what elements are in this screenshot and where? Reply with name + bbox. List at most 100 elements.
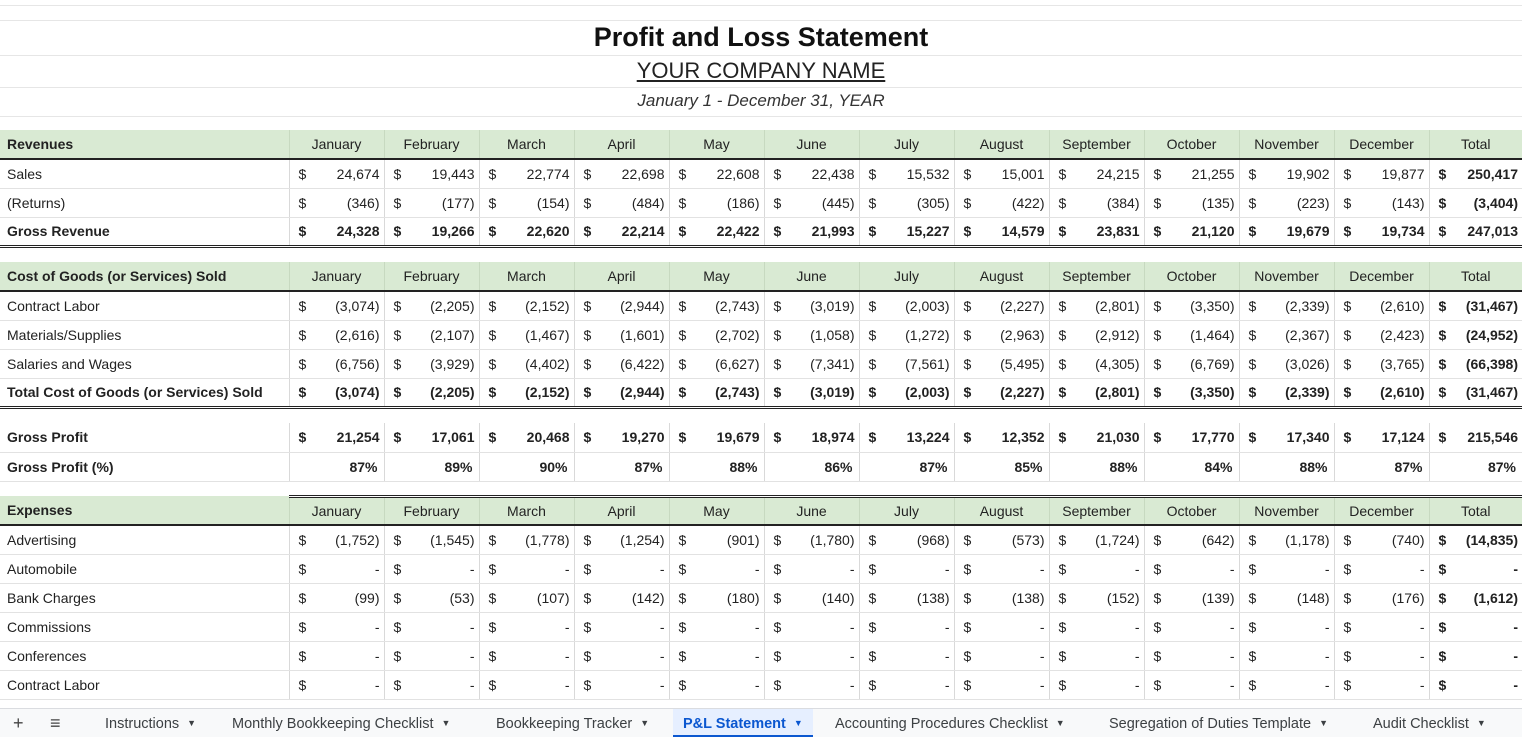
value-cell[interactable]: $13,224 (858, 423, 954, 453)
value-cell[interactable]: $17,061 (383, 423, 479, 453)
value-cell[interactable]: $ (1,464) (1143, 320, 1239, 350)
value-cell[interactable]: $ (445) (763, 188, 859, 218)
value-cell[interactable]: $ (2,801) (1048, 291, 1144, 321)
row-label[interactable]: (Returns) (0, 188, 289, 218)
value-cell[interactable]: $ (7,561) (858, 349, 954, 379)
sheet-tab[interactable]: Segregation of Duties Template ▼ (1099, 709, 1338, 737)
value-cell[interactable]: $ (2,801) (1048, 378, 1144, 409)
value-cell[interactable]: $ (2,367) (1238, 320, 1334, 350)
value-cell[interactable]: $ - (1333, 612, 1429, 642)
value-cell[interactable]: $ (139) (1143, 583, 1239, 613)
column-header[interactable]: July (858, 262, 954, 292)
value-cell[interactable]: $ (1,254) (573, 525, 669, 555)
value-cell[interactable]: $ (3,019) (763, 291, 859, 321)
value-cell[interactable]: $ (3,074) (288, 378, 384, 409)
percent-cell[interactable]: 88% (668, 452, 764, 482)
value-cell[interactable]: $19,679 (668, 423, 764, 453)
value-cell[interactable]: $ (177) (383, 188, 479, 218)
value-cell[interactable]: $ (2,152) (478, 378, 574, 409)
value-cell[interactable]: $ - (383, 554, 479, 584)
value-cell[interactable]: $ (2,610) (1333, 378, 1429, 409)
value-cell[interactable]: $ - (1333, 641, 1429, 671)
row-label[interactable]: Contract Labor (0, 291, 289, 321)
value-cell[interactable]: $ (53) (383, 583, 479, 613)
column-header[interactable]: November (1238, 262, 1334, 292)
value-cell[interactable]: $ (968) (858, 525, 954, 555)
value-cell[interactable]: $ (2,610) (1333, 291, 1429, 321)
value-cell[interactable]: $ - (668, 670, 764, 700)
value-cell[interactable]: $ (154) (478, 188, 574, 218)
value-cell[interactable]: $ (1,612) (1428, 583, 1522, 613)
column-header[interactable]: December (1333, 496, 1429, 526)
percent-cell[interactable]: 87% (858, 452, 954, 482)
value-cell[interactable]: $ - (1428, 612, 1522, 642)
column-header[interactable]: September (1048, 262, 1144, 292)
value-cell[interactable]: $ (135) (1143, 188, 1239, 218)
column-header[interactable]: June (763, 262, 859, 292)
value-cell[interactable]: $215,546 (1428, 423, 1522, 453)
value-cell[interactable]: $ (4,305) (1048, 349, 1144, 379)
value-cell[interactable]: $ (2,205) (383, 378, 479, 409)
value-cell[interactable]: $21,120 (1143, 217, 1239, 248)
column-header[interactable]: September (1048, 496, 1144, 526)
value-cell[interactable]: $ (6,422) (573, 349, 669, 379)
chevron-down-icon[interactable]: ▼ (640, 718, 650, 728)
value-cell[interactable]: $ - (573, 612, 669, 642)
value-cell[interactable]: $ (2,205) (383, 291, 479, 321)
value-cell[interactable]: $247,013 (1428, 217, 1522, 248)
column-header[interactable]: Total (1428, 130, 1522, 160)
spreadsheet-grid[interactable]: Profit and Loss Statement YOUR COMPANY N… (0, 0, 1522, 708)
column-header[interactable]: July (858, 496, 954, 526)
percent-cell[interactable]: 88% (1048, 452, 1144, 482)
value-cell[interactable]: $ (31,467) (1428, 378, 1522, 409)
chevron-down-icon[interactable]: ▼ (441, 718, 451, 728)
value-cell[interactable]: $ (642) (1143, 525, 1239, 555)
value-cell[interactable]: $ - (953, 670, 1049, 700)
value-cell[interactable]: $ - (858, 612, 954, 642)
column-header[interactable]: July (858, 130, 954, 160)
sheet-tab[interactable]: Bookkeeping Tracker ▼ (486, 709, 659, 737)
value-cell[interactable]: $ - (1048, 612, 1144, 642)
value-cell[interactable]: $ (138) (858, 583, 954, 613)
value-cell[interactable]: $24,674 (288, 159, 384, 189)
column-header[interactable]: February (383, 262, 479, 292)
value-cell[interactable]: $ (1,778) (478, 525, 574, 555)
value-cell[interactable]: $ (5,495) (953, 349, 1049, 379)
value-cell[interactable]: $ (143) (1333, 188, 1429, 218)
value-cell[interactable]: $ - (288, 670, 384, 700)
sheet-tab[interactable]: Instructions ▼ (95, 709, 206, 737)
value-cell[interactable]: $ (2,963) (953, 320, 1049, 350)
value-cell[interactable]: $ - (573, 641, 669, 671)
percent-cell[interactable]: 90% (478, 452, 574, 482)
value-cell[interactable]: $ - (478, 612, 574, 642)
value-cell[interactable]: $19,266 (383, 217, 479, 248)
percent-cell[interactable]: 87% (1333, 452, 1429, 482)
value-cell[interactable]: $24,328 (288, 217, 384, 248)
value-cell[interactable]: $ - (858, 670, 954, 700)
value-cell[interactable]: $ - (668, 554, 764, 584)
value-cell[interactable]: $ (2,339) (1238, 378, 1334, 409)
value-cell[interactable]: $ - (1333, 554, 1429, 584)
sheet-tab[interactable]: Accounting Procedures Checklist ▼ (825, 709, 1075, 737)
all-sheets-icon[interactable]: ≡ (50, 713, 61, 733)
column-header[interactable]: February (383, 496, 479, 526)
value-cell[interactable]: $ (3,404) (1428, 188, 1522, 218)
value-cell[interactable]: $19,734 (1333, 217, 1429, 248)
value-cell[interactable]: $ (573) (953, 525, 1049, 555)
value-cell[interactable]: $18,974 (763, 423, 859, 453)
value-cell[interactable]: $ (3,074) (288, 291, 384, 321)
value-cell[interactable]: $ (740) (1333, 525, 1429, 555)
add-sheet-icon[interactable]: + (13, 713, 24, 733)
column-header[interactable]: January (288, 496, 384, 526)
value-cell[interactable]: $ (3,026) (1238, 349, 1334, 379)
value-cell[interactable]: $ (384) (1048, 188, 1144, 218)
value-cell[interactable]: $ - (953, 554, 1049, 584)
value-cell[interactable]: $22,774 (478, 159, 574, 189)
row-label[interactable]: Materials/Supplies (0, 320, 289, 350)
value-cell[interactable]: $ (346) (288, 188, 384, 218)
value-cell[interactable]: $ (1,601) (573, 320, 669, 350)
value-cell[interactable]: $ (1,752) (288, 525, 384, 555)
column-header[interactable]: October (1143, 496, 1239, 526)
value-cell[interactable]: $ - (763, 612, 859, 642)
row-label[interactable]: Automobile (0, 554, 289, 584)
